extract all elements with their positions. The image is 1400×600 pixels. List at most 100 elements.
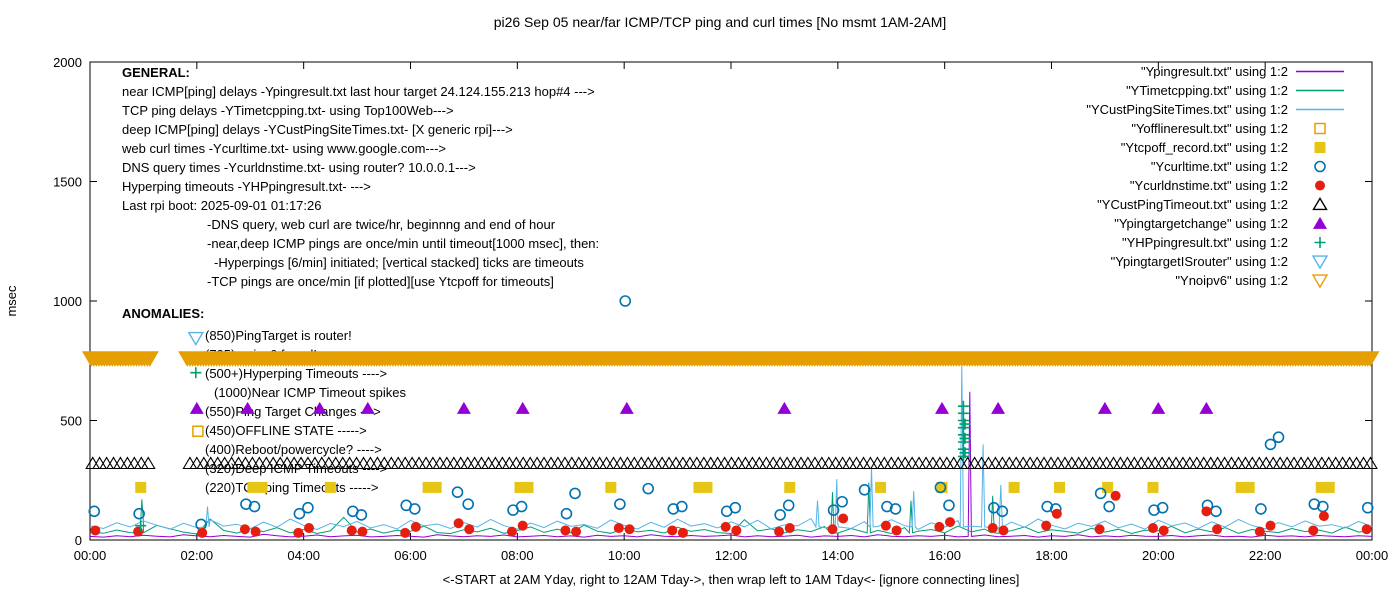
series-ytcpoff-square xyxy=(875,481,887,493)
series-ytcpoff-square xyxy=(514,481,526,493)
series-ycurldnstime-point xyxy=(1147,523,1158,534)
legend-entry: "Ypingresult.txt" using 1:2 xyxy=(1141,64,1344,79)
series-ytcpoff-square xyxy=(135,481,147,493)
y-tick-label: 2000 xyxy=(53,55,82,70)
anomalies-heading: ANOMALIES: xyxy=(122,306,204,321)
general-line: TCP ping delays -YTimetcpping.txt- using… xyxy=(122,103,454,118)
series-ycurldnstime-point xyxy=(720,521,731,532)
general-note: -DNS query, web curl are twice/hr, begin… xyxy=(207,217,556,232)
legend-entry: "YTimetcpping.txt" using 1:2 xyxy=(1126,83,1344,98)
x-tick-label: 14:00 xyxy=(822,548,855,563)
legend-label: "Yofflineresult.txt" using 1:2 xyxy=(1131,121,1288,136)
series-ycurldnstime-point xyxy=(133,526,144,537)
anomaly-line: (550)Ping Target Changes ---> xyxy=(205,404,381,419)
series-ytcpoff-square xyxy=(522,481,534,493)
series-ycurldnstime-point xyxy=(560,525,571,536)
series-ycurldnstime-point xyxy=(90,525,101,536)
x-tick-label: 10:00 xyxy=(608,548,641,563)
series-ytcpoff-square xyxy=(247,481,259,493)
legend-marker-circle-open xyxy=(1314,160,1326,173)
general-heading: GENERAL: xyxy=(122,65,190,80)
series-ytcpoff-square xyxy=(1315,481,1327,493)
series-ycurldnstime-point xyxy=(891,525,902,536)
anomaly-line: (400)Reboot/powercycle? ----> xyxy=(205,442,382,457)
series-ytcpoff-square xyxy=(784,481,796,493)
series-ycurltime-point xyxy=(729,501,742,514)
legend-entry: "Yofflineresult.txt" using 1:2 xyxy=(1131,121,1326,136)
anomaly-line: (220)TCP ping Timeouts -----> xyxy=(205,480,379,495)
series-ycurltime-point xyxy=(858,484,871,496)
series-ycurltime-point xyxy=(996,505,1009,518)
series-ytcpoff-square xyxy=(693,481,705,493)
series-ycurltime-point xyxy=(1094,487,1107,500)
legend-entry: "YCustPingTimeout.txt" using 1:2 xyxy=(1097,197,1328,212)
series-ycurldnstime-point xyxy=(987,523,998,534)
legend-label: "Ypingtargetchange" using 1:2 xyxy=(1114,216,1288,231)
series-ycurldnstime-point xyxy=(731,525,742,536)
legend-marker-square-filled xyxy=(1314,142,1326,153)
legend: "Ypingresult.txt" using 1:2 "YTimetcpping… xyxy=(1086,64,1344,289)
legend-marker-triangle-down-open xyxy=(1311,274,1329,289)
legend-label: "Ypingresult.txt" using 1:2 xyxy=(1141,64,1288,79)
legend-marker-triangle-down-open xyxy=(1311,255,1329,270)
series-ytcpoff-square xyxy=(1054,481,1066,493)
series-ycurldnstime-point xyxy=(410,521,421,532)
series-ytcpoff-square xyxy=(1243,481,1255,493)
series-ycurldnstime-point xyxy=(1308,525,1319,536)
series-ytcpoff-square xyxy=(256,481,268,493)
series-ycurltime-point xyxy=(293,507,306,520)
series-ycurldnstime-point xyxy=(774,526,785,537)
series-ytcpoff-square xyxy=(605,481,617,493)
series-ycurltime-point xyxy=(302,501,314,514)
legend-entry: "Ycurldnstime.txt" using 1:2 xyxy=(1130,178,1325,193)
series-ycurltime-point xyxy=(774,509,786,521)
series-ycurltime-point xyxy=(355,509,368,521)
legend-marker-circle-filled xyxy=(1315,180,1325,191)
series-ycurltime-point xyxy=(451,486,464,499)
y-tick-label: 0 xyxy=(75,533,82,548)
series-ycurldnstime-point xyxy=(1094,524,1105,535)
series-ytcpoff-square xyxy=(936,481,948,493)
legend-marker-triangle-up-open xyxy=(1312,197,1328,211)
series-ycurldnstime-point xyxy=(838,513,849,524)
series-ytcpoff-square xyxy=(1147,481,1159,493)
y-axis-label: msec xyxy=(4,285,19,317)
x-tick-label: 20:00 xyxy=(1142,548,1175,563)
legend-entry: "YCustPingSiteTimes.txt" using 1:2 xyxy=(1086,102,1344,117)
series-ycurltime-point xyxy=(133,507,145,520)
y-tick-label: 500 xyxy=(60,414,82,429)
x-tick-label: 18:00 xyxy=(1035,548,1068,563)
x-axis-label: <-START at 2AM Yday, right to 12AM Tday-… xyxy=(443,572,1020,587)
series-ycurltime-point xyxy=(1361,501,1374,514)
legend-label: "YCustPingSiteTimes.txt" using 1:2 xyxy=(1086,102,1288,117)
series-ycurldnstime-point xyxy=(293,527,304,538)
series-ytcpoff-square xyxy=(1102,481,1114,493)
x-tick-label: 08:00 xyxy=(501,548,534,563)
series-ycurldnstime-point xyxy=(1318,511,1329,522)
series-ycurldnstime-point xyxy=(1212,524,1223,535)
series-ycurltime-point xyxy=(462,498,474,510)
series-ycurldnstime-point xyxy=(357,526,368,537)
series-ycurltime-point xyxy=(560,507,573,520)
series-ycurldnstime-point xyxy=(346,525,357,536)
x-tick-label: 00:00 xyxy=(1356,548,1389,563)
legend-entry: "Ynoipv6" using 1:2 xyxy=(1175,273,1329,289)
x-tick-label: 04:00 xyxy=(287,548,320,563)
series-ycurldnstime-point xyxy=(400,527,411,538)
legend-label: "Ycurltime.txt" using 1:2 xyxy=(1151,159,1288,174)
series-yhppingresult-points xyxy=(135,367,971,532)
y-tick-label: 1500 xyxy=(53,175,82,190)
general-line: Hyperping timeouts -YHPpingresult.txt- -… xyxy=(122,179,371,194)
series-ycurldnstime-point xyxy=(998,525,1009,536)
series-ycurltime-point xyxy=(248,500,261,513)
series-ycurltime-point xyxy=(1255,503,1267,515)
series-ycurltime-point xyxy=(827,504,840,516)
y-tick-label: 1000 xyxy=(53,294,82,309)
series-ycurltime-point xyxy=(943,499,955,512)
anomaly-line: (450)OFFLINE STATE -----> xyxy=(205,423,367,438)
series-ynoipv6-band xyxy=(82,351,1380,367)
anomaly-line: (1000)Near ICMP Timeout spikes xyxy=(214,385,406,400)
series-ycurltime-point xyxy=(614,498,626,510)
series-ycurldnstime-point xyxy=(1361,524,1372,535)
